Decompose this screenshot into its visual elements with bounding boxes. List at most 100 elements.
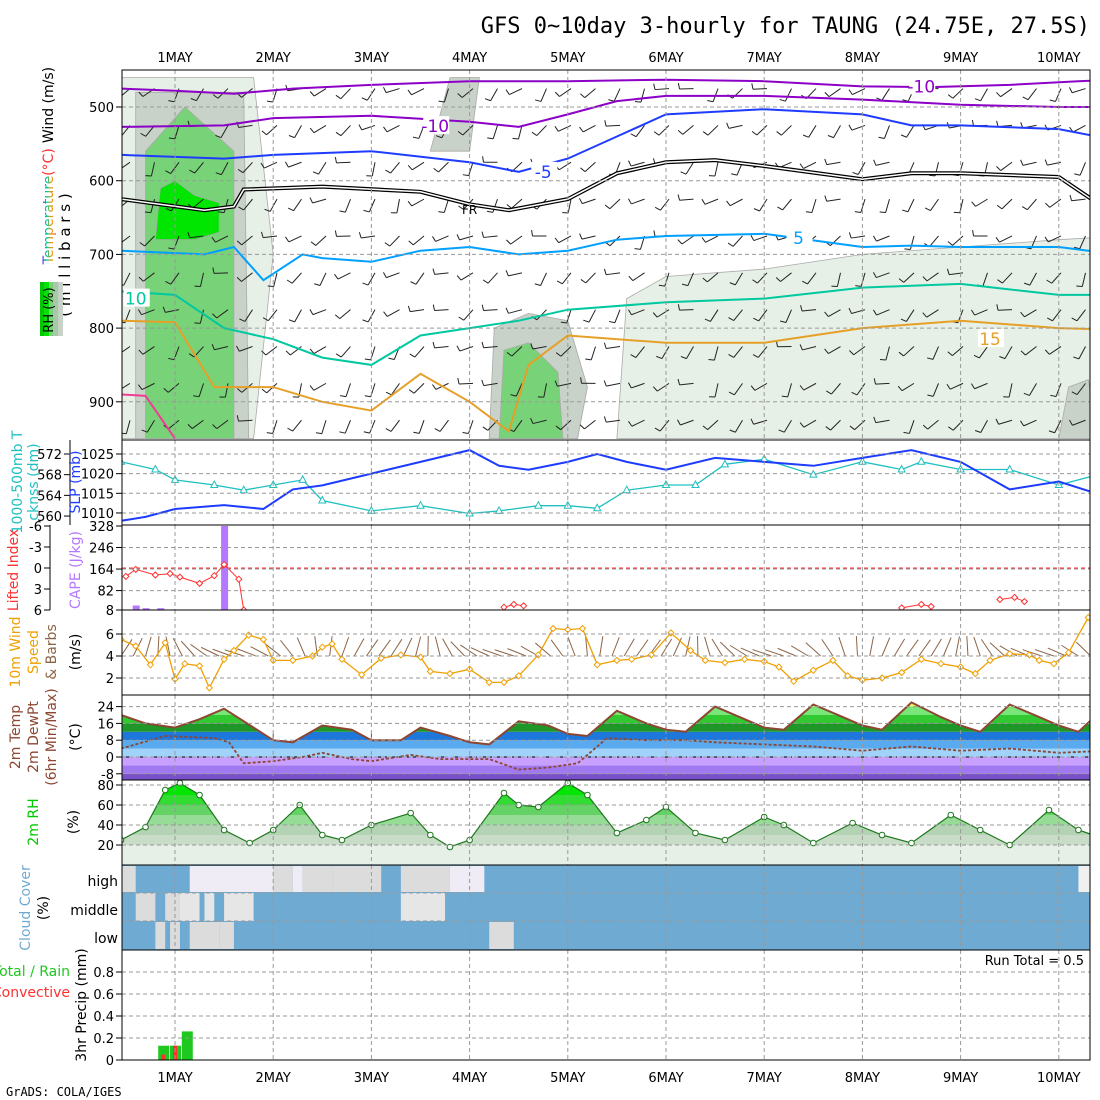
wind-barb-flag xyxy=(849,425,855,431)
wind-barb xyxy=(1001,198,1013,210)
wind-speed-marker xyxy=(1050,659,1058,668)
cloud-unit-label: (%) xyxy=(36,896,52,920)
wind-barb-flag xyxy=(212,94,219,99)
wind-barb xyxy=(361,124,376,131)
wind-barb xyxy=(536,125,547,136)
temp-band xyxy=(122,723,1090,732)
wind-barb xyxy=(605,124,621,127)
surface-wind-barb xyxy=(790,645,809,657)
cloud-block xyxy=(332,866,382,892)
wind-barb xyxy=(273,272,278,287)
wind-barb xyxy=(581,235,596,240)
surface-wind-barb xyxy=(1022,649,1042,657)
wind-barb-flag xyxy=(235,345,240,352)
wind-barb-flag xyxy=(115,94,120,98)
wind-barb-flag xyxy=(728,317,734,322)
wind-barb xyxy=(1078,346,1086,360)
axis-tick-label: 60 xyxy=(97,799,114,814)
thickness-marker xyxy=(317,495,327,504)
wind-barb-flag xyxy=(408,389,415,394)
wind-barb xyxy=(682,125,694,135)
wind-barb xyxy=(221,162,229,175)
wind-barb-flag xyxy=(802,134,809,138)
panel-border xyxy=(121,439,1091,526)
wind-barb xyxy=(875,419,890,424)
wind-speed-marker xyxy=(485,678,493,687)
thickness-axis-label-2: cknss (dm) xyxy=(26,443,42,520)
wind-unit-label: (m/s) xyxy=(68,634,84,671)
upper-air-panel: -10 -10 -5 FR 5 10 15 500 600 700 800 900 xyxy=(89,69,1091,441)
wind-barb xyxy=(756,125,768,136)
wind-barb-flag xyxy=(634,248,641,250)
wind-barb-flag xyxy=(898,278,905,283)
wind-barb xyxy=(199,309,204,324)
surface-wind-barb xyxy=(955,636,960,657)
wind-barb-flag xyxy=(1071,317,1078,322)
wind-barb-flag xyxy=(287,427,293,432)
wind-speed-marker xyxy=(397,651,405,659)
rh-axis-label: 2m RH xyxy=(26,798,42,845)
wind-barb xyxy=(857,162,866,175)
wind-barb-flag xyxy=(138,91,144,97)
rh-marker xyxy=(407,809,414,817)
day-label-bottom: 3MAY xyxy=(354,1071,389,1086)
wind-barb-flag xyxy=(677,304,680,311)
li-tick-label: 0 xyxy=(34,562,42,577)
wind-barb xyxy=(1027,88,1037,101)
wind-barb xyxy=(468,162,474,176)
thickness-marker xyxy=(534,500,543,509)
wind-barb xyxy=(903,272,915,283)
wind-barb-flag xyxy=(484,98,491,102)
wind-speed-marker xyxy=(259,635,268,644)
minmax-axis-label: (6hr Min/Max) xyxy=(44,688,60,785)
rh-band xyxy=(122,845,1090,865)
surface-wind-barb xyxy=(237,648,257,657)
precip-total-bar xyxy=(181,1031,193,1060)
wind-barb xyxy=(336,161,351,164)
wind-barb-flag xyxy=(383,126,388,133)
wind-barb-flag xyxy=(481,304,485,311)
wind-barb-flag xyxy=(948,426,954,431)
temperature-contour xyxy=(122,232,1090,282)
rh-marker xyxy=(584,791,591,799)
wind-barb-flag xyxy=(122,284,124,286)
cloud-panel: high middle low xyxy=(70,864,1091,951)
wind-barb xyxy=(860,272,866,287)
wind-barb xyxy=(414,346,425,358)
wind-barb xyxy=(290,346,302,356)
surface-wind-barb xyxy=(838,636,846,657)
wind-barb-flag xyxy=(190,98,197,102)
wind-barb xyxy=(443,198,449,213)
precip-legend-total: Total / Rain xyxy=(0,964,70,980)
wind-barb-flag xyxy=(580,167,586,172)
wind-barb xyxy=(434,272,449,275)
wind-barb-flag xyxy=(457,93,463,98)
wind-barb-flag xyxy=(972,229,974,237)
wind-barb xyxy=(952,88,964,99)
wind-barb-flag xyxy=(262,317,269,322)
wind-barb xyxy=(1008,383,1013,398)
wind-barb-flag xyxy=(407,200,413,207)
thickness-tick-label: 564 xyxy=(37,489,62,504)
lifted-index-marker xyxy=(917,600,926,609)
wind-barb-flag xyxy=(824,92,830,98)
wind-barb xyxy=(150,198,155,213)
surface-wind-barb xyxy=(507,648,527,657)
wind-barb xyxy=(122,382,131,390)
wind-barb xyxy=(656,309,670,318)
thickness-marker xyxy=(122,458,126,465)
wind-barb-flag xyxy=(1046,317,1053,322)
contour-label: -10 xyxy=(421,117,449,137)
wind-barb-flag xyxy=(236,388,243,393)
slp-thickness-panel: 1010 1015 1020 1025 560 564 568 572 xyxy=(37,439,1091,526)
wind-barb xyxy=(167,419,180,430)
wind-barb-flag xyxy=(144,211,151,214)
wind-barb-flag xyxy=(603,380,607,387)
wind-barb xyxy=(974,382,988,390)
wind-barb-flag xyxy=(879,358,886,361)
wind-barb-flag xyxy=(512,137,519,140)
wind-barb-flag xyxy=(334,273,339,280)
wind-barb xyxy=(340,346,351,358)
thickness-marker xyxy=(691,479,700,489)
wind-barb xyxy=(483,346,498,349)
